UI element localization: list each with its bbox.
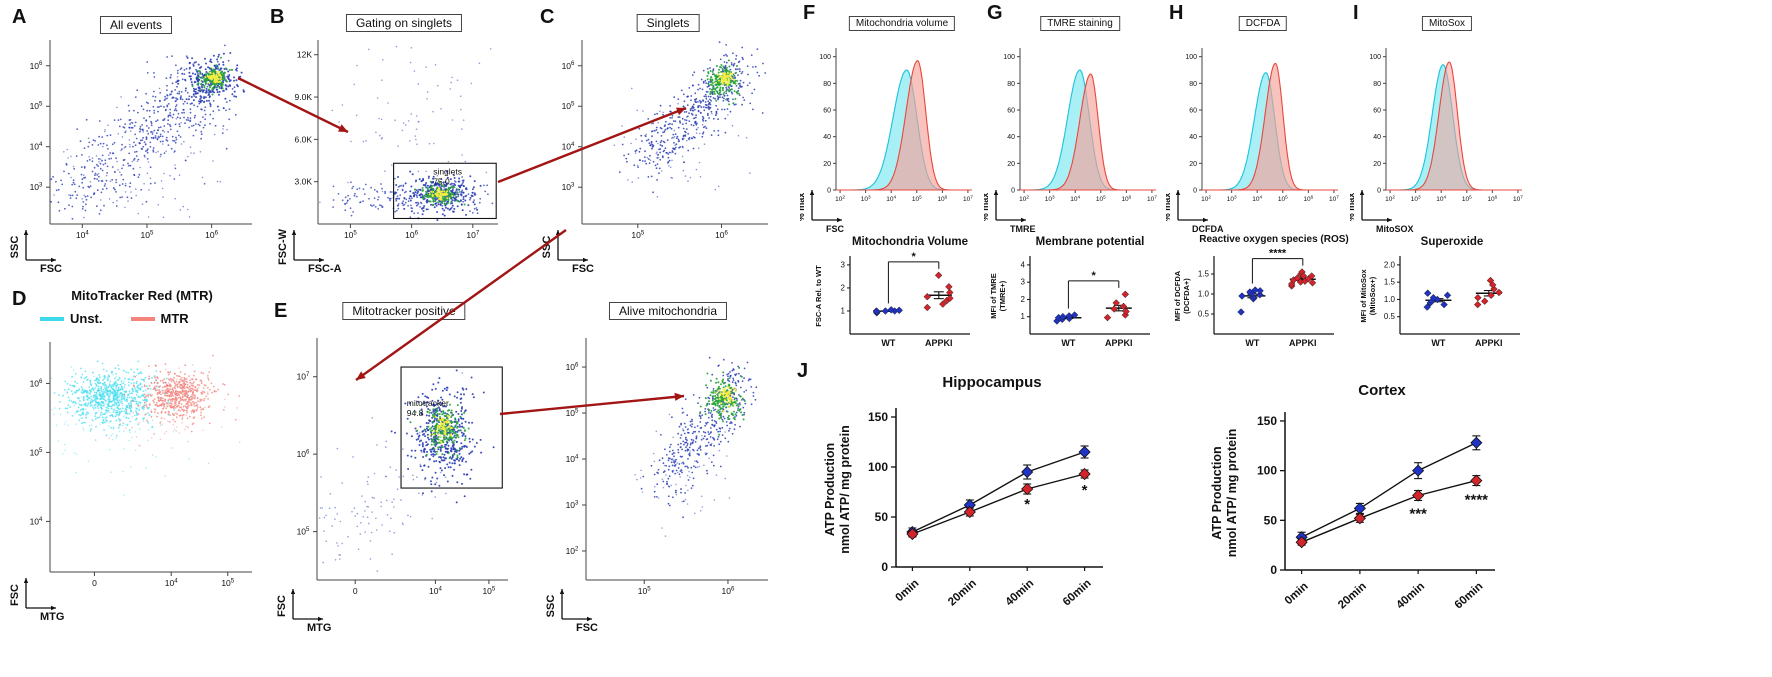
svg-text:singlets: singlets [433, 166, 462, 176]
panel-d-title: MitoTracker Red (MTR) [71, 288, 213, 303]
svg-text:106: 106 [30, 60, 43, 71]
svg-text:105: 105 [482, 585, 495, 596]
svg-text:106: 106 [297, 449, 310, 460]
panel-j-letter: J [797, 360, 809, 382]
hippocampus-title: Hippocampus [942, 374, 1042, 391]
panel-a-letter: A [12, 6, 27, 28]
legend-item-mtr: MTR [130, 311, 189, 326]
svg-text:FSC-W: FSC-W [277, 228, 289, 265]
svg-text:105: 105 [631, 229, 644, 240]
svg-text:104: 104 [30, 141, 43, 152]
svg-text:105: 105 [30, 447, 43, 458]
unstained-color-swatch [40, 316, 64, 321]
flow-plot-mitotracker-positive: 105 106 107 0 104 105 mitotracker 94.8 FSC MTG [272, 330, 515, 635]
panel-i-letter: I [1353, 2, 1359, 24]
svg-text:105: 105 [344, 229, 357, 240]
panel-e2-title: Alive mitochondria [608, 302, 728, 320]
svg-text:FSC: FSC [572, 263, 594, 275]
panel-d-letter: D [12, 288, 27, 310]
dotplot-ros: 0.5 1.0 1.5 MFI of DCFDA (DCFDA+) WT APPKI **** [1172, 248, 1340, 370]
dotplot-membrane-potential: 1 2 3 4 MFI of TMRE (TMRE+) WT APPKI * [988, 248, 1156, 370]
panel-e-title: Mitotracker positive [342, 302, 466, 320]
svg-text:104: 104 [562, 141, 575, 152]
svg-text:0: 0 [353, 586, 358, 596]
svg-text:104: 104 [165, 577, 178, 588]
svg-text:104: 104 [30, 516, 43, 527]
panel-f-title: Mitochondria volume [848, 16, 956, 31]
dotplot-mitochondria-volume: 1 2 3 FSC-A Rel. to WT WT APPKI * [808, 248, 976, 370]
linechart-hippocampus: 0 50 100 150 0min 20min 40min 60min ATP Producti… [818, 392, 1113, 672]
panel-c-letter: C [540, 6, 555, 28]
dotplot-superoxide: 0.5 1.0 1.5 2.0 MFI of MitoSox (MitoSox+) WT AP… [1358, 248, 1526, 370]
svg-text:SSC: SSC [9, 236, 21, 259]
svg-text:105: 105 [221, 577, 234, 588]
mtr-color-swatch [130, 316, 155, 321]
svg-text:105: 105 [141, 229, 154, 240]
svg-text:106: 106 [30, 378, 43, 389]
svg-text:106: 106 [405, 229, 418, 240]
svg-text:103: 103 [30, 182, 43, 193]
flow-plot-mitotracker-red: 104 105 106 0 104 105 FSC MTG [5, 334, 260, 624]
flow-plot-singlets: 103 104 105 106 105 106 SSC FSC [538, 34, 775, 276]
svg-text:106: 106 [562, 60, 575, 71]
svg-text:9.0K: 9.0K [295, 92, 313, 102]
panel-g-title: TMRE staining [1040, 16, 1120, 31]
panel-b-title: Gating on singlets [345, 14, 463, 32]
panel-a-title: All events [99, 16, 173, 34]
svg-text:107: 107 [297, 371, 310, 382]
svg-text:SSC: SSC [541, 236, 553, 259]
linechart-cortex: 0 50 100 150 0min 20min 40min 60min ATP Producti… [1205, 398, 1505, 674]
svg-text:MTG: MTG [40, 611, 64, 623]
panel-h-title: DCFDA [1238, 16, 1288, 31]
panel-c-title: Singlets [636, 14, 700, 32]
svg-text:3.0K: 3.0K [295, 177, 313, 187]
cortex-title: Cortex [1358, 382, 1406, 399]
svg-text:104: 104 [76, 229, 89, 240]
svg-text:106: 106 [715, 229, 728, 240]
legend-item-unstained: Unst. [40, 311, 103, 326]
svg-text:104: 104 [429, 585, 442, 596]
ros-plot-title: Reactive oxygen species (ROS) [1199, 234, 1349, 245]
svg-text:0: 0 [92, 578, 97, 588]
svg-text:12K: 12K [297, 50, 312, 60]
panel-h-letter: H [1169, 2, 1184, 24]
panel-e-letter: E [274, 300, 288, 322]
svg-text:105: 105 [297, 526, 310, 537]
superoxide-plot-title: Superoxide [1420, 236, 1484, 248]
unstained-label: Unst. [70, 311, 103, 326]
svg-text:FSC: FSC [40, 263, 62, 275]
svg-text:107: 107 [466, 229, 479, 240]
flow-plot-gating-on-singlets: 3.0K 6.0K 9.0K 12K 105 106 107 singlets 75.0 FSC-… [272, 34, 504, 276]
panel-f-letter: F [803, 2, 816, 24]
svg-text:103: 103 [562, 182, 575, 193]
svg-text:FSC-A: FSC-A [308, 263, 342, 275]
svg-text:105: 105 [562, 101, 575, 112]
mtr-label: MTR [160, 311, 189, 326]
mtr-legend: Unst. MTR [40, 311, 189, 326]
panel-i-title: MitoSox [1421, 16, 1473, 31]
svg-text:FSC: FSC [9, 584, 21, 606]
panel-b-letter: B [270, 6, 285, 28]
membrane-potential-plot-title: Membrane potential [1035, 236, 1145, 248]
svg-text:75.0: 75.0 [433, 176, 450, 186]
flow-plot-all-events: 103 104 105 106 104 105 106 SSC FSC [5, 34, 260, 276]
svg-text:6.0K: 6.0K [295, 134, 313, 144]
svg-text:105: 105 [30, 101, 43, 112]
mito-volume-plot-title: Mitochondria Volume [851, 236, 969, 248]
panel-g-letter: G [987, 2, 1003, 24]
svg-text:106: 106 [205, 229, 218, 240]
flow-plot-alive-mitochondria: 102 103 104 105 106 105 106 SSC FSC [538, 330, 775, 635]
